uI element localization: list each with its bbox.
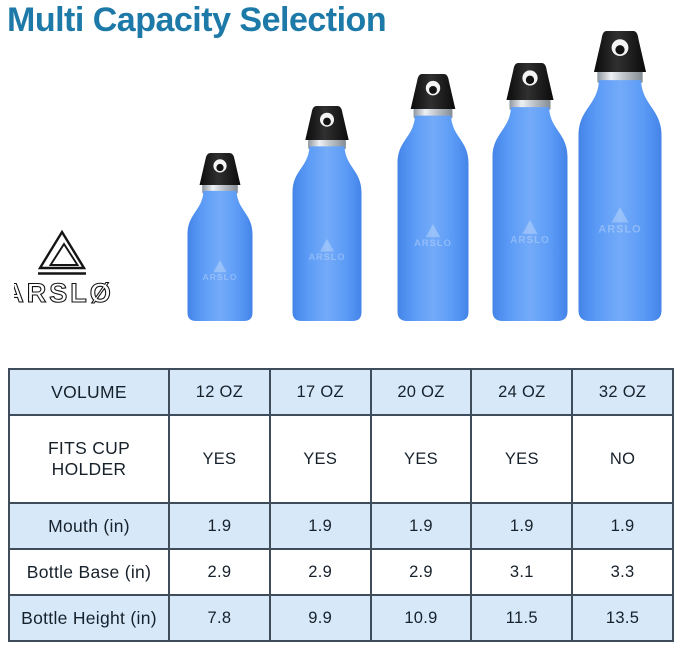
spec-cell: 10.9 <box>369 594 473 642</box>
spec-cell: 3.1 <box>470 548 574 596</box>
spec-cell: YES <box>168 414 271 504</box>
spec-cell: 1.9 <box>168 502 271 550</box>
row-label: VOLUME <box>8 368 170 416</box>
spec-cell: 2.9 <box>268 548 372 596</box>
row-label: Mouth (in) <box>8 502 170 550</box>
bottle-20oz: ARSLO <box>397 74 469 321</box>
cap-loop-knob <box>323 117 331 126</box>
spec-cell: 12 OZ <box>168 368 271 416</box>
table-row: Bottle Height (in) 7.8 9.9 10.9 11.5 13.5 <box>8 594 674 642</box>
bottle-body <box>397 115 469 321</box>
bottle-body <box>292 146 362 321</box>
spec-cell: 2.9 <box>168 548 271 596</box>
spec-cell: 1.9 <box>571 502 674 550</box>
bottle-body <box>578 80 662 321</box>
spec-cell: 20 OZ <box>369 368 473 416</box>
spec-cell: YES <box>470 414 574 504</box>
bottle-32oz: ARSLO <box>578 31 662 321</box>
spec-cell: 9.9 <box>268 594 372 642</box>
page-title: Multi Capacity Selection <box>7 1 387 39</box>
table-row: Mouth (in) 1.9 1.9 1.9 1.9 1.9 <box>8 502 674 550</box>
spec-cell: NO <box>571 414 674 504</box>
spec-table-body: VOLUME 12 OZ 17 OZ 20 OZ 24 OZ 32 OZ FITS CUP … <box>8 368 674 642</box>
table-row: VOLUME 12 OZ 17 OZ 20 OZ 24 OZ 32 OZ <box>8 368 674 416</box>
table-row: Bottle Base (in) 2.9 2.9 2.9 3.1 3.3 <box>8 548 674 596</box>
bottle-watermark-logo: ARSLO <box>309 238 346 262</box>
bottle-17oz: ARSLO <box>292 106 362 321</box>
brand-logo-text: ARSLØ <box>14 278 114 308</box>
spec-cell: 17 OZ <box>268 368 372 416</box>
bottle-neck-band <box>597 71 643 84</box>
row-label: FITS CUP HOLDER <box>8 414 170 504</box>
spec-cell: YES <box>268 414 372 504</box>
spec-cell: 1.9 <box>369 502 473 550</box>
cap-loop-knob <box>525 75 535 85</box>
bottle-12oz: ARSLO <box>187 153 253 321</box>
svg-text:ARSLO: ARSLO <box>202 272 237 282</box>
bottle-watermark-logo: ARSLO <box>510 220 550 246</box>
bottle-body <box>492 107 568 321</box>
bottle-body <box>187 190 253 321</box>
row-label: Bottle Height (in) <box>8 594 170 642</box>
spec-cell: YES <box>369 414 473 504</box>
spec-cell: 2.9 <box>369 548 473 596</box>
spec-cell: 1.9 <box>268 502 372 550</box>
spec-cell: 3.3 <box>571 548 674 596</box>
cap-loop-knob <box>216 163 224 172</box>
brand-logo: ARSLØ <box>14 229 114 309</box>
spec-cell: 13.5 <box>571 594 674 642</box>
spec-cell: 24 OZ <box>470 368 574 416</box>
bottle-watermark-logo: ARSLO <box>414 224 452 248</box>
spec-cell: 7.8 <box>168 594 271 642</box>
spec-cell: 1.9 <box>470 502 574 550</box>
bottle-watermark-logo: ARSLO <box>598 207 641 235</box>
bottle-24oz: ARSLO <box>492 63 568 321</box>
bottle-watermark-logo: ARSLO <box>202 260 237 282</box>
table-row: FITS CUP HOLDER YES YES YES YES NO <box>8 414 674 504</box>
svg-text:ARSLO: ARSLO <box>414 238 452 248</box>
row-label: Bottle Base (in) <box>8 548 170 596</box>
svg-text:ARSLO: ARSLO <box>510 235 550 246</box>
nested-triangle-icon <box>37 229 87 275</box>
spec-cell: 32 OZ <box>571 368 674 416</box>
cap-loop-knob <box>615 45 625 55</box>
spec-table: VOLUME 12 OZ 17 OZ 20 OZ 24 OZ 32 OZ FITS CUP … <box>8 368 674 642</box>
spec-cell: 11.5 <box>470 594 574 642</box>
svg-text:ARSLO: ARSLO <box>598 223 641 235</box>
svg-text:ARSLO: ARSLO <box>309 252 346 262</box>
cap-loop-knob <box>429 85 437 94</box>
